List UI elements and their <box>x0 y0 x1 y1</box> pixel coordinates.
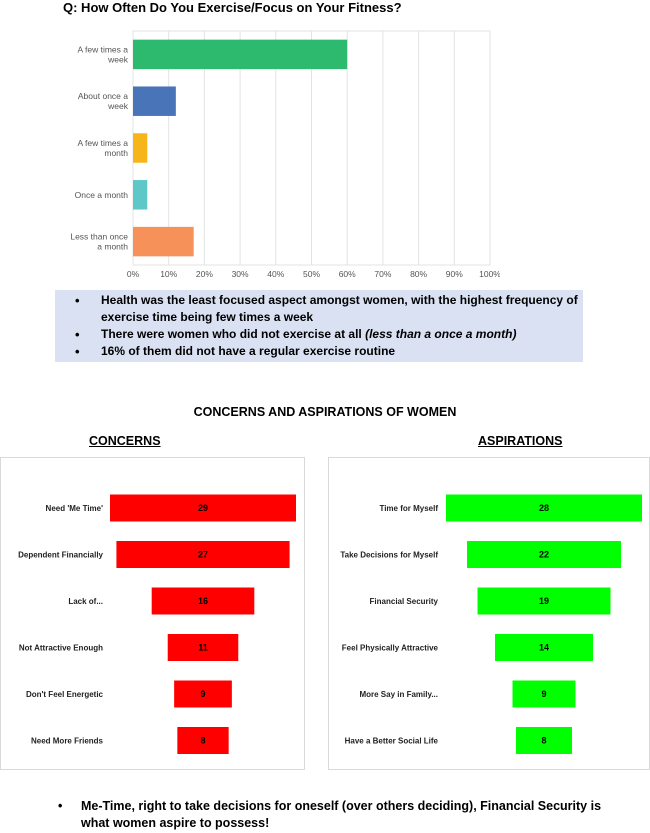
data-label: 16 <box>198 596 208 606</box>
category-label: a month <box>97 242 128 252</box>
bar <box>151 587 255 615</box>
bar <box>446 494 642 522</box>
x-tick-label: 100% <box>479 269 500 279</box>
category-label: Lack of... <box>68 597 103 606</box>
bar <box>477 587 611 615</box>
category-label: Once a month <box>75 190 129 200</box>
data-label: 8 <box>200 736 205 746</box>
x-tick-label: 70% <box>374 269 391 279</box>
category-label: month <box>104 148 128 158</box>
x-tick-label: 20% <box>196 269 213 279</box>
category-label: Feel Physically Attractive <box>342 644 439 653</box>
x-tick-label: 40% <box>267 269 284 279</box>
bar <box>512 680 576 708</box>
finding-2-italic: (less than a once a month) <box>365 327 517 341</box>
bar <box>133 39 348 70</box>
bottom-note: Me-Time, right to take decisions for one… <box>55 798 615 832</box>
finding-item-1: Health was the least focused aspect amon… <box>75 292 583 326</box>
finding-2-text: There were women who did not exercise at… <box>101 327 366 341</box>
section-title: CONCERNS AND ASPIRATIONS OF WOMEN <box>193 405 457 419</box>
concerns-panel: 29 Need 'Me Time' 27 Dependent Financially 1… <box>0 457 305 770</box>
bar <box>177 727 229 754</box>
bar <box>495 634 593 661</box>
data-label: 9 <box>200 689 205 699</box>
category-label: week <box>107 101 129 111</box>
aspirations-heading: ASPIRATIONS <box>478 434 563 448</box>
x-tick-label: 90% <box>446 269 463 279</box>
bar <box>516 727 572 754</box>
bar <box>133 86 176 116</box>
category-label: Have a Better Social Life <box>345 737 439 746</box>
bar <box>110 494 296 522</box>
category-label: More Say in Family... <box>359 690 438 699</box>
category-label: A few times a <box>77 138 128 148</box>
bar <box>467 541 621 568</box>
finding-item-3: 16% of them did not have a regular exerc… <box>75 343 583 360</box>
bar <box>116 541 290 568</box>
category-label: Need 'Me Time' <box>46 504 104 513</box>
category-label: Financial Security <box>370 597 439 606</box>
finding-1-text: Health was the least focused aspect amon… <box>101 293 578 324</box>
category-label: Don't Feel Energetic <box>26 690 104 699</box>
x-tick-label: 30% <box>232 269 249 279</box>
category-label: Not Attractive Enough <box>19 644 103 653</box>
data-label: 11 <box>198 643 208 653</box>
x-tick-label: 10% <box>160 269 177 279</box>
findings-box: Health was the least focused aspect amon… <box>55 290 583 362</box>
bar <box>174 680 232 708</box>
concerns-heading: CONCERNS <box>89 434 161 448</box>
aspirations-panel: 28 Time for Myself 22 Take Decisions for My… <box>328 457 650 770</box>
category-label: Need More Friends <box>31 737 104 746</box>
exercise-frequency-chart: 0% 10% 20% 30% 40% 50% 60% 70% 80% 90% 100% A few t… <box>70 30 500 279</box>
bar <box>167 634 239 661</box>
data-label: 14 <box>539 643 549 653</box>
data-label: 22 <box>539 550 549 560</box>
data-label: 8 <box>541 736 546 746</box>
category-label: week <box>107 54 129 64</box>
data-label: 27 <box>198 550 208 560</box>
data-label: 19 <box>539 596 549 606</box>
category-label: Dependent Financially <box>18 551 103 560</box>
data-label: 29 <box>198 503 208 513</box>
category-label: Less than once <box>70 232 128 242</box>
concerns-chart: 29 Need 'Me Time' 27 Dependent Financially 1… <box>18 494 296 754</box>
data-label: 28 <box>539 503 549 513</box>
category-label: About once a <box>78 91 128 101</box>
bar <box>133 133 148 163</box>
finding-3-text: 16% of them did not have a regular exerc… <box>101 344 396 358</box>
bar <box>133 180 148 210</box>
bar <box>133 226 194 257</box>
aspirations-chart: 28 Time for Myself 22 Take Decisions for My… <box>340 494 642 754</box>
question-title: Q: How Often Do You Exercise/Focus on Yo… <box>63 0 402 15</box>
finding-item-2: There were women who did not exercise at… <box>75 326 583 343</box>
x-tick-label: 80% <box>410 269 427 279</box>
data-label: 9 <box>541 689 546 699</box>
category-label: Take Decisions for Myself <box>340 551 438 560</box>
category-label: A few times a <box>77 44 128 54</box>
x-tick-label: 60% <box>339 269 356 279</box>
category-label: Time for Myself <box>379 504 438 513</box>
x-tick-label: 50% <box>303 269 320 279</box>
x-tick-label: 0% <box>127 269 140 279</box>
